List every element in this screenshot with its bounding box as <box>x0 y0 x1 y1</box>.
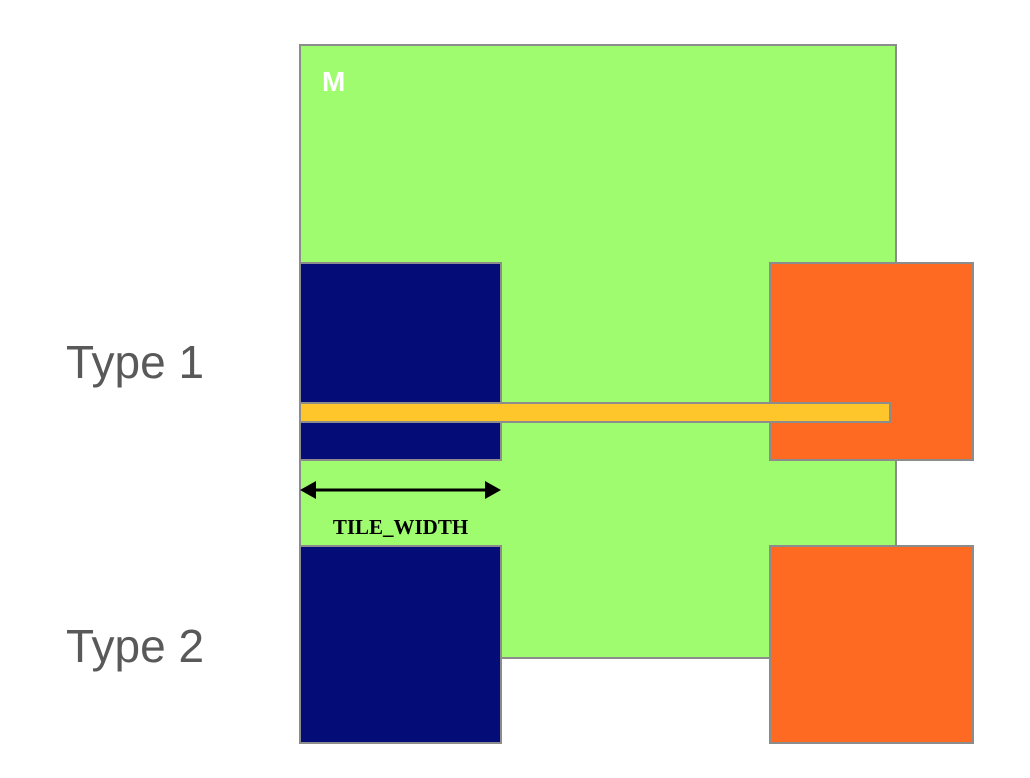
type2-left-tile <box>299 545 502 744</box>
row-label-type2: Type 2 <box>66 620 205 672</box>
matrix-m-label: M <box>322 66 346 97</box>
tile-width-arrow <box>300 481 501 499</box>
tile-width-arrow-head-left <box>300 481 316 499</box>
tile-width-label: TILE_WIDTH <box>332 515 469 539</box>
type2-right-tile <box>769 545 974 744</box>
type1-right-tile <box>769 262 974 461</box>
row-label-type1: Type 1 <box>66 336 205 388</box>
tile-width-arrow-head-right <box>485 481 501 499</box>
type1-left-tile <box>299 262 502 461</box>
row-strip <box>299 402 891 423</box>
